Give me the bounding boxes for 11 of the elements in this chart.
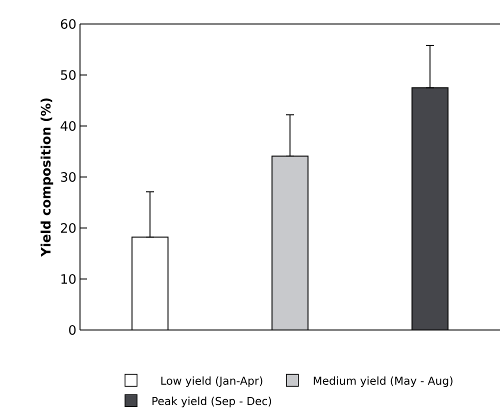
y-tick-label: 50 (61, 70, 76, 80)
y-axis-title: Yield composition (%) (40, 98, 54, 257)
legend-label: Low yield (Jan-Apr) (161, 376, 262, 387)
y-tick-label: 30 (60, 172, 76, 182)
legend-label: Medium yield (May - Aug) (314, 376, 452, 387)
y-tick-label: 10 (61, 274, 76, 284)
y-tick-label: 60 (60, 19, 76, 29)
y-tick-label: 20 (60, 223, 76, 233)
y-tick-label: 40 (60, 121, 76, 131)
y-tick-label: 0 (69, 325, 76, 335)
legend-label: Peak yield (Sep - Dec) (152, 396, 272, 408)
